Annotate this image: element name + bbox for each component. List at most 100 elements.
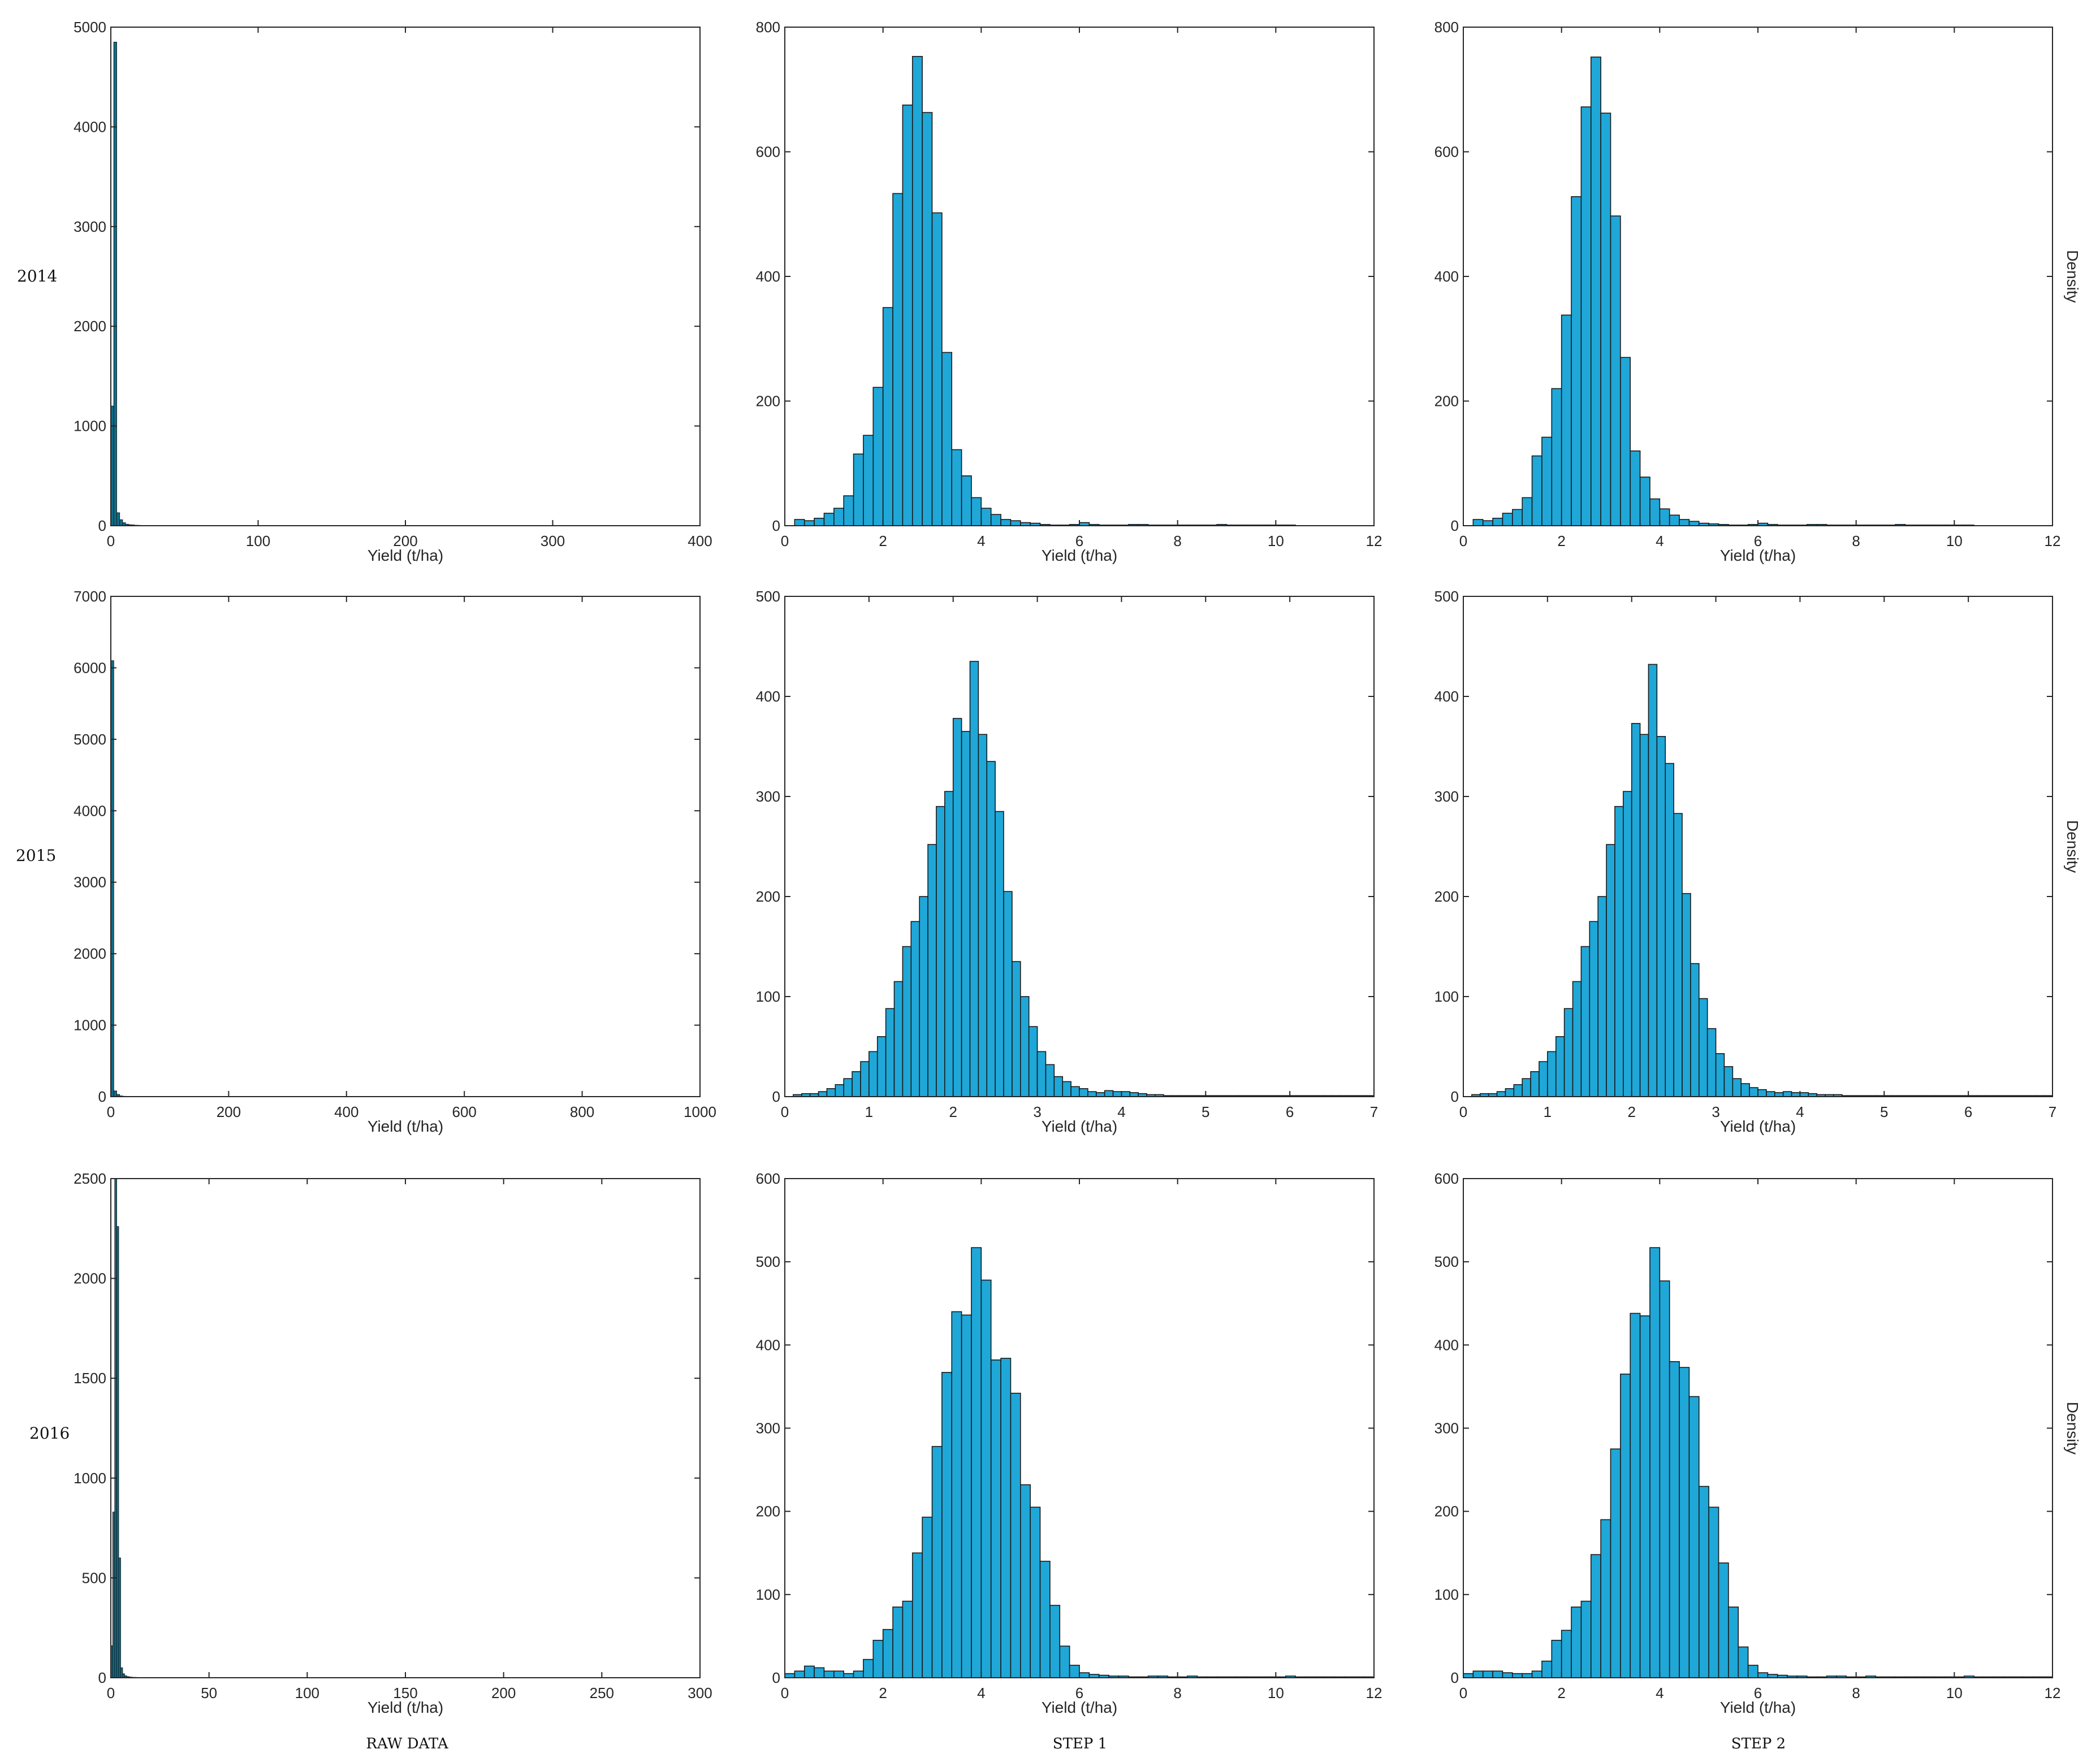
bar [969,661,979,1097]
y-tick-label: 500 [1434,588,1459,605]
bar [990,1359,1001,1678]
bar [1512,509,1523,526]
bar [1028,1026,1038,1097]
x-tick-label: 6 [1075,1685,1083,1701]
bar [971,497,982,526]
bar [1070,1086,1080,1097]
column-label-step-1: STEP 1 [1053,1735,1107,1752]
bar [1738,1646,1749,1678]
panel-2014-step2: 0 2 4 6 8 10 12 0 200 400 600 800 Yield (t/ha) Densit… [1434,19,2081,564]
bar [1561,314,1572,526]
bar [1555,1036,1565,1097]
bar [1682,893,1691,1097]
bar [995,811,1004,1097]
bar [952,718,962,1097]
y-tick-label: 0 [772,517,780,534]
x-tick-label: 12 [1366,1685,1382,1701]
bar [1580,1600,1592,1678]
x-tick-label: 200 [217,1103,241,1120]
x-tick-label: 2 [1627,1103,1635,1120]
bar [1669,514,1680,526]
bar [1708,1506,1719,1678]
bar [1541,436,1553,526]
y-tick-label: 800 [756,19,780,36]
bar [1791,1092,1801,1097]
bar [1045,1064,1055,1097]
y-tick-label: 400 [1434,688,1459,705]
bar [794,519,805,526]
bar [961,731,971,1097]
x-tick-label: 0 [781,532,789,549]
bar [902,105,913,526]
bar [113,1090,117,1097]
y-tick-label: 1500 [74,1370,106,1387]
bar [1669,1361,1680,1678]
y-tick-label: 2500 [74,1170,106,1187]
bar [1020,1484,1031,1678]
bar [1513,1084,1523,1097]
bar [1589,921,1598,1097]
bar [911,56,923,526]
x-tick-label: 4 [1656,532,1663,549]
x-tick-label: 6 [1754,532,1762,549]
bar [1656,736,1666,1097]
bar [1630,450,1641,526]
bar [1505,1088,1515,1097]
x-tick-label: 250 [590,1685,614,1701]
bar [922,112,933,526]
bar [863,435,874,526]
bar [1079,1672,1090,1678]
bar [1053,1076,1064,1097]
bar [951,449,962,526]
row-label-2014: 2014 [17,267,57,285]
column-label-raw-data: RAW DATA [366,1735,448,1752]
bar [1723,1066,1734,1097]
panel-2016-step2: 0 2 4 6 8 10 12 0 100 200 300 400 500 600 Yield (t/ha)… [1434,1170,2081,1716]
axes-box [110,27,701,526]
bar [944,791,954,1097]
bar [853,1670,864,1678]
bar [919,896,928,1097]
bar [1010,1392,1021,1678]
bar [803,1665,815,1678]
y-axis-label: Density [2064,1402,2081,1454]
bar [1000,1358,1012,1678]
y-tick-label: 5000 [74,731,106,748]
bar [1104,1090,1114,1097]
x-tick-label: 12 [2045,1685,2061,1701]
bar [860,1061,870,1097]
axes-box [784,596,1375,1097]
bar [1472,1670,1484,1678]
bar [1069,1665,1080,1678]
panel-2016-step1: 0 2 4 6 8 10 12 0 100 200 300 400 500 600 Yield (t/ha) [756,1170,1382,1716]
x-tick-label: 2 [879,1685,887,1701]
bar [1551,388,1562,526]
bar [902,946,912,1097]
y-tick-label: 400 [756,688,780,705]
bar [1482,520,1493,526]
x-axis-label: Yield (t/ha) [368,1118,443,1135]
bar [818,1091,828,1097]
axes-box [1463,1178,2053,1678]
bar [1000,519,1012,526]
bar [902,1600,913,1678]
y-tick-label: 600 [1434,1170,1459,1187]
y-tick-label: 400 [1434,268,1459,285]
y-tick-label: 200 [1434,888,1459,905]
y-tick-label: 600 [1434,144,1459,161]
bar [980,1279,992,1678]
x-tick-label: 6 [1964,1103,1972,1120]
x-tick-label: 8 [1173,1685,1181,1701]
bar [1003,891,1013,1097]
bar [823,1670,835,1678]
bar [1463,1673,1474,1678]
panel-2015-step1: 0 1 2 3 4 5 6 7 0 100 200 300 400 500 Yield (t/ha) [756,588,1379,1135]
bar [1600,112,1611,526]
x-tick-label: 10 [1268,1685,1284,1701]
bar [1639,1315,1650,1678]
bar [941,352,953,526]
y-axis-label: Density [2064,820,2081,873]
x-axis-label: Yield (t/ha) [1042,1118,1117,1135]
bar [853,453,864,526]
